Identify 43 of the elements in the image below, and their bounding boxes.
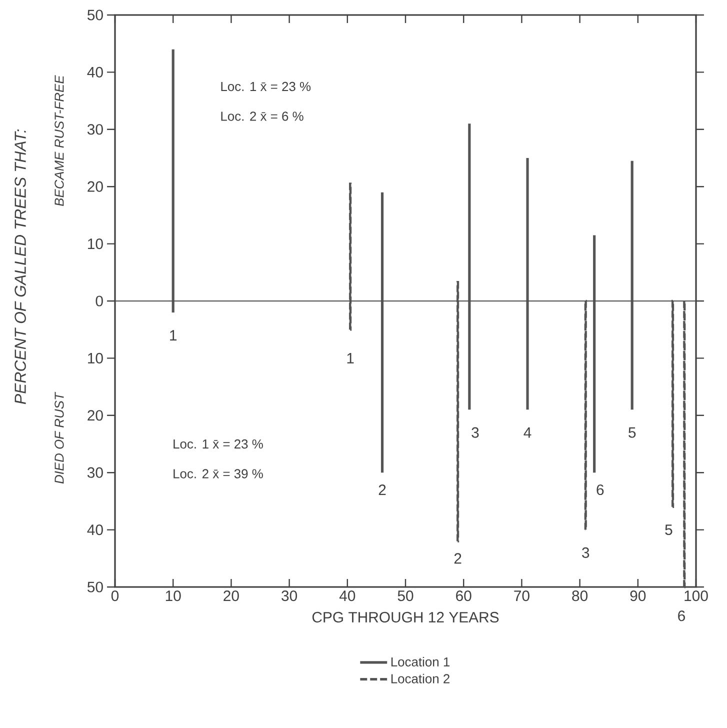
legend-label: Location 2	[391, 674, 450, 684]
annotation: 4	[524, 427, 532, 438]
y-tick-label: 0	[96, 296, 103, 306]
annotation: 1	[170, 330, 177, 340]
annotation: 2	[454, 553, 462, 564]
annotation: 5	[665, 524, 672, 536]
annotation: 3	[582, 547, 590, 558]
y-tick-label: 20	[88, 410, 103, 421]
legend-label: Location 1	[391, 656, 450, 666]
y-tick-label: 30	[87, 124, 103, 135]
y-tick-label: 40	[87, 66, 103, 78]
text: DIED OF RUST	[54, 392, 64, 484]
x-tick-label: 0	[111, 590, 119, 602]
y-tick-label: 20	[88, 181, 103, 192]
annotation: 5	[628, 427, 636, 438]
annotation: 3	[472, 427, 479, 438]
x-tick-label: 100	[684, 590, 708, 602]
annotation: Loc. 1 x̄ = 23 %	[221, 82, 311, 92]
text: 6	[678, 610, 685, 622]
y-tick-label: 10	[88, 238, 103, 250]
y-tick-label: 30	[87, 467, 103, 478]
x-tick-label: 20	[224, 590, 239, 602]
x-tick-label: 30	[282, 590, 298, 602]
x-tick-label: 70	[514, 590, 530, 602]
y-tick-label: 50	[87, 10, 103, 20]
annotation: Loc. 1 x̄ = 23 %	[174, 439, 263, 449]
y-axis-title: PERCENT OF GALLED TREES THAT:	[14, 129, 26, 404]
x-tick-label: 80	[572, 590, 588, 602]
x-axis-title: CPG THROUGH 12 YEARS	[312, 612, 499, 622]
annotation: 1	[347, 353, 354, 364]
x-tick-label: 10	[166, 590, 181, 602]
y-tick-label: 40	[87, 524, 103, 536]
x-tick-label: 50	[398, 590, 414, 602]
annotation: Loc. 2 x̄ = 39 %	[174, 469, 263, 478]
x-tick-label: 40	[339, 590, 356, 602]
annotation: 6	[596, 484, 604, 496]
x-tick-label: 90	[630, 590, 646, 602]
text: BECAME RUST-FREE	[54, 75, 64, 206]
annotation: 2	[378, 484, 386, 495]
y-tick-label: 50	[87, 582, 103, 592]
x-tick-label: 60	[456, 590, 472, 602]
y-tick-label: 10	[88, 352, 103, 364]
annotation: Loc. 2 x̄ = 6 %	[221, 112, 304, 121]
